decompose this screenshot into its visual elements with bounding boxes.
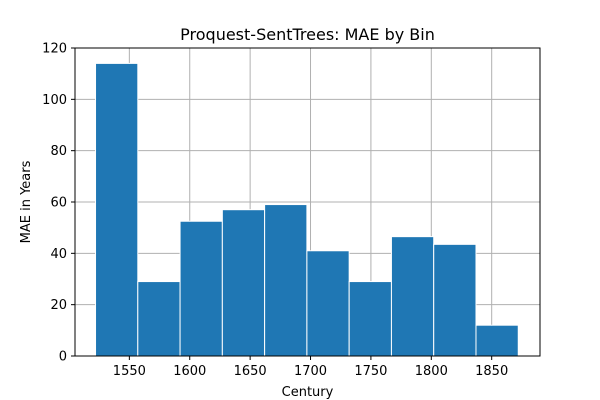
y-tick-label: 80 xyxy=(50,144,67,159)
chart-title: Proquest-SentTrees: MAE by Bin xyxy=(180,25,435,44)
histogram-bar xyxy=(390,236,435,357)
histogram-bar xyxy=(306,250,350,357)
y-tick-label: 0 xyxy=(59,350,67,365)
histogram-bar xyxy=(221,209,266,357)
x-tick-label: 1750 xyxy=(354,364,387,379)
histogram-bar xyxy=(137,281,181,357)
y-axis-ticks: 0 20 40 60 80 100 120 xyxy=(42,42,75,365)
x-axis-title: Century xyxy=(282,385,334,400)
x-tick-label: 1850 xyxy=(475,364,508,379)
x-axis-ticks: 1550 1600 1650 1700 1750 1800 1850 xyxy=(113,356,508,379)
histogram-bar xyxy=(264,204,308,357)
histogram-bar xyxy=(179,220,223,357)
x-tick-label: 1800 xyxy=(415,364,448,379)
y-tick-label: 100 xyxy=(42,93,67,108)
x-tick-label: 1700 xyxy=(294,364,327,379)
y-tick-label: 60 xyxy=(50,196,67,211)
histogram-bar xyxy=(433,243,477,357)
bars xyxy=(95,62,519,357)
y-tick-label: 40 xyxy=(50,247,67,262)
x-tick-label: 1650 xyxy=(234,364,267,379)
y-axis-title: MAE in Years xyxy=(19,160,34,243)
y-tick-label: 120 xyxy=(42,42,67,57)
histogram-bar xyxy=(95,62,139,357)
histogram-bar xyxy=(475,324,519,357)
y-tick-label: 20 xyxy=(50,298,67,313)
x-tick-label: 1600 xyxy=(173,364,206,379)
histogram-bar xyxy=(348,281,392,357)
x-tick-label: 1550 xyxy=(113,364,146,379)
